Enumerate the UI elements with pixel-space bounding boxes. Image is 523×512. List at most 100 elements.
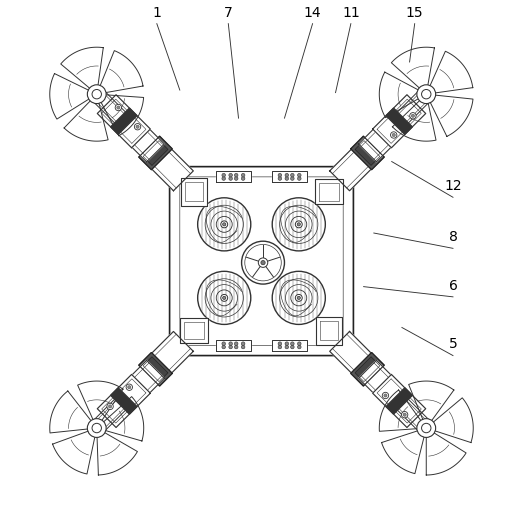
Polygon shape (97, 374, 150, 428)
Circle shape (229, 177, 232, 180)
Circle shape (278, 174, 282, 177)
Polygon shape (426, 433, 466, 475)
Polygon shape (373, 95, 426, 148)
Circle shape (234, 174, 238, 177)
Circle shape (295, 221, 302, 228)
Polygon shape (143, 357, 168, 381)
Polygon shape (100, 51, 143, 93)
Circle shape (223, 296, 226, 300)
Polygon shape (97, 95, 150, 148)
Polygon shape (111, 108, 137, 135)
Polygon shape (97, 432, 138, 475)
Polygon shape (139, 353, 172, 386)
Circle shape (278, 342, 282, 346)
Circle shape (126, 384, 132, 391)
Polygon shape (272, 171, 307, 182)
Polygon shape (386, 388, 412, 414)
Circle shape (297, 296, 300, 300)
Polygon shape (53, 431, 95, 474)
FancyBboxPatch shape (169, 166, 354, 355)
Polygon shape (115, 112, 164, 162)
Polygon shape (145, 143, 194, 191)
Text: 5: 5 (449, 337, 457, 351)
Polygon shape (355, 357, 380, 381)
Circle shape (298, 174, 301, 177)
Circle shape (297, 223, 300, 226)
Circle shape (241, 174, 245, 177)
Polygon shape (359, 112, 408, 162)
Polygon shape (115, 360, 164, 410)
Circle shape (136, 125, 139, 129)
Polygon shape (50, 74, 89, 119)
Polygon shape (351, 353, 384, 386)
Polygon shape (216, 171, 251, 182)
Circle shape (221, 294, 228, 302)
Circle shape (291, 177, 294, 180)
Circle shape (422, 90, 431, 99)
Circle shape (134, 123, 141, 130)
Polygon shape (329, 143, 378, 191)
Text: 15: 15 (406, 6, 424, 19)
Circle shape (422, 423, 431, 433)
Circle shape (128, 386, 131, 389)
Circle shape (285, 342, 289, 346)
Circle shape (285, 174, 289, 177)
Circle shape (384, 394, 387, 397)
Circle shape (291, 345, 294, 349)
Circle shape (92, 423, 101, 433)
Polygon shape (143, 141, 168, 165)
Circle shape (108, 405, 112, 408)
Circle shape (258, 258, 268, 267)
Polygon shape (430, 95, 473, 136)
Text: 1: 1 (152, 6, 161, 19)
Circle shape (298, 342, 301, 346)
Circle shape (391, 132, 397, 138)
Circle shape (222, 345, 225, 349)
Circle shape (295, 294, 302, 302)
Circle shape (411, 114, 415, 117)
Polygon shape (272, 340, 307, 351)
Circle shape (291, 342, 294, 346)
Polygon shape (101, 95, 144, 136)
Polygon shape (392, 100, 436, 141)
Polygon shape (359, 360, 408, 410)
Polygon shape (329, 331, 378, 379)
Polygon shape (351, 136, 384, 169)
Polygon shape (408, 381, 454, 421)
Polygon shape (145, 331, 194, 379)
Circle shape (234, 345, 238, 349)
Circle shape (87, 85, 106, 103)
Circle shape (107, 403, 113, 410)
Circle shape (222, 342, 225, 346)
Circle shape (198, 198, 251, 251)
Circle shape (291, 174, 294, 177)
Circle shape (221, 221, 228, 228)
Circle shape (241, 345, 245, 349)
Polygon shape (139, 136, 172, 169)
Circle shape (403, 413, 406, 416)
Circle shape (278, 177, 282, 180)
Circle shape (417, 85, 436, 103)
Circle shape (117, 106, 120, 109)
Polygon shape (50, 391, 92, 433)
Circle shape (234, 342, 238, 346)
Circle shape (222, 174, 225, 177)
Circle shape (241, 342, 245, 346)
Text: 8: 8 (449, 230, 458, 244)
Polygon shape (430, 51, 473, 93)
Polygon shape (103, 397, 144, 441)
Circle shape (222, 177, 225, 180)
Circle shape (229, 342, 232, 346)
Polygon shape (181, 178, 207, 206)
Circle shape (285, 177, 289, 180)
Polygon shape (92, 395, 129, 434)
Polygon shape (394, 89, 431, 126)
Polygon shape (64, 100, 108, 141)
Circle shape (242, 241, 285, 284)
Circle shape (234, 177, 238, 180)
Circle shape (92, 90, 101, 99)
Circle shape (392, 134, 395, 137)
Polygon shape (355, 141, 380, 165)
Polygon shape (180, 318, 208, 344)
Text: 12: 12 (444, 179, 462, 193)
